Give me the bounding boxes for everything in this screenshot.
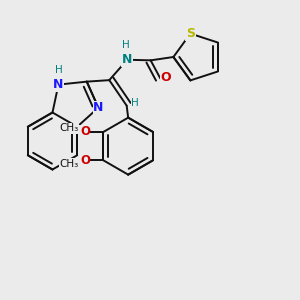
- Text: N: N: [122, 53, 133, 66]
- Text: CH₃: CH₃: [60, 123, 79, 133]
- Text: O: O: [80, 125, 90, 138]
- Text: H: H: [131, 98, 139, 108]
- Text: H: H: [55, 64, 62, 75]
- Text: CH₃: CH₃: [60, 159, 79, 169]
- Text: S: S: [186, 27, 195, 40]
- Text: N: N: [53, 78, 64, 91]
- Text: O: O: [160, 71, 171, 84]
- Text: N: N: [93, 101, 103, 114]
- Text: H: H: [122, 40, 130, 50]
- Text: O: O: [80, 154, 90, 167]
